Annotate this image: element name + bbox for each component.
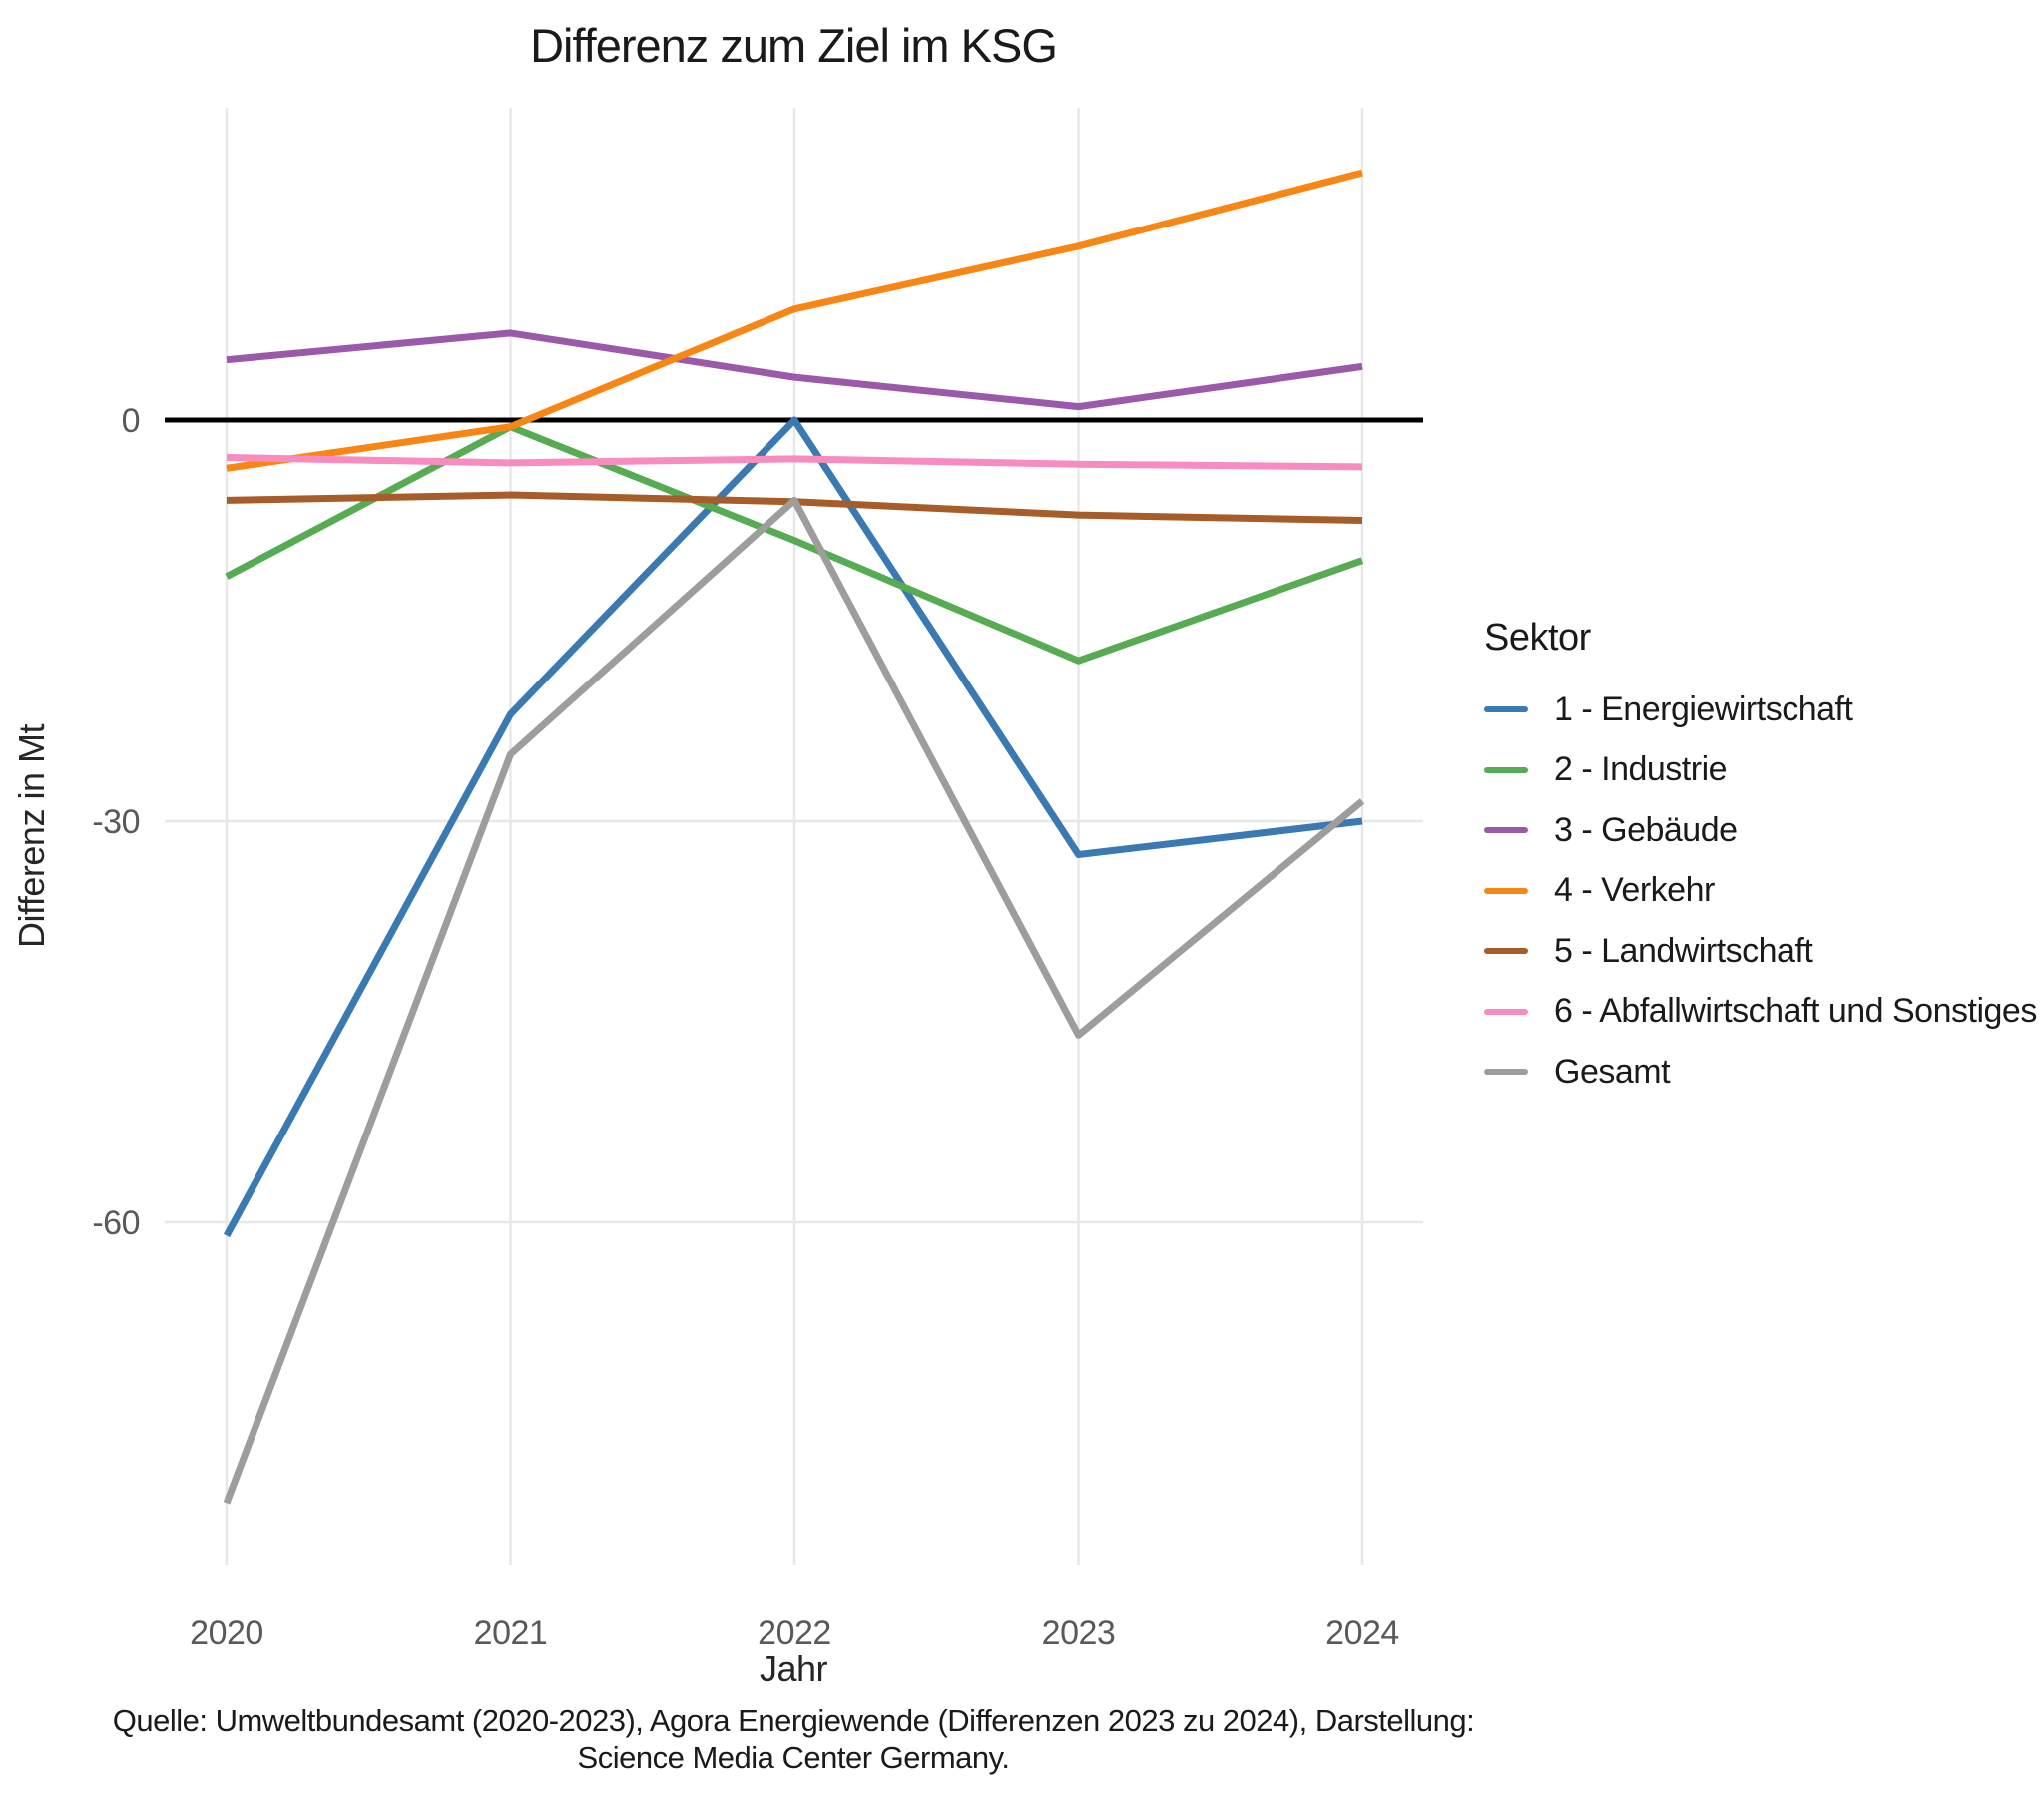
legend-swatch-line-icon: [1484, 887, 1528, 894]
legend-swatch-line-icon: [1484, 948, 1528, 955]
x-tick-label: 2021: [474, 1614, 548, 1652]
x-axis-title: Jahr: [759, 1648, 828, 1689]
legend-item: 1 - Energiewirtschaft: [1484, 680, 2043, 740]
legend-item-label: 5 - Landwirtschaft: [1554, 931, 1813, 970]
legend: Sektor 1 - Energiewirtschaft 2 - Industri…: [1484, 617, 2043, 1103]
x-tick-label: 2022: [758, 1614, 831, 1652]
legend-item-label: 6 - Abfallwirtschaft und Sonstiges: [1554, 992, 2037, 1031]
legend-title: Sektor: [1484, 617, 1591, 659]
chart-title: Differenz zum Ziel im KSG: [530, 19, 1058, 72]
series-line-6-abfallwirtschaft-und-sonstiges: [226, 454, 1363, 471]
legend-swatch-line-icon: [1484, 766, 1528, 773]
y-tick-label: 0: [122, 402, 140, 440]
legend-item-label: 2 - Industrie: [1554, 750, 1728, 789]
y-tick-label: -60: [92, 1204, 140, 1242]
y-tick-label: -30: [92, 803, 140, 841]
x-tick-label: 2023: [1042, 1614, 1116, 1652]
series-line-gesamt: [223, 496, 1365, 1505]
series-line-2-industrie: [225, 423, 1364, 665]
legend-swatch-line-icon: [1484, 827, 1528, 834]
legend-item-label: 4 - Verkehr: [1554, 871, 1715, 910]
legend-item: 6 - Abfallwirtschaft und Sonstiges: [1484, 982, 2043, 1043]
legend-swatch-line-icon: [1484, 1069, 1528, 1076]
legend-item: 5 - Landwirtschaft: [1484, 921, 2043, 982]
legend-swatch-line-icon: [1484, 1008, 1528, 1015]
legend-swatch-line-icon: [1484, 706, 1528, 713]
series-line-4-verkehr: [226, 169, 1363, 472]
legend-items: 1 - Energiewirtschaft 2 - Industrie 3 - Ge…: [1484, 680, 2043, 1103]
caption-line2: Science Media Center Germany.: [577, 1740, 1010, 1775]
legend-item-label: 3 - Gebäude: [1554, 810, 1738, 849]
legend-item: 2 - Industrie: [1484, 740, 2043, 801]
caption: Quelle: Umweltbundesamt (2020-2023), Ago…: [100, 1702, 1487, 1776]
legend-item-label: Gesamt: [1554, 1052, 1671, 1091]
legend-item-label: 1 - Energiewirtschaft: [1554, 689, 1853, 728]
x-tick-label: 2020: [190, 1614, 263, 1652]
series-line-3-geb-ude: [226, 329, 1363, 411]
caption-line1: Quelle: Umweltbundesamt (2020-2023), Ago…: [112, 1703, 1475, 1738]
x-tick-label: 2024: [1325, 1614, 1399, 1652]
legend-item: 3 - Gebäude: [1484, 800, 2043, 861]
y-axis-title: Differenz in Mt: [11, 724, 52, 948]
legend-item: 4 - Verkehr: [1484, 861, 2043, 922]
legend-item: Gesamt: [1484, 1042, 2043, 1103]
series-line-1-energiewirtschaft: [223, 416, 1363, 1238]
